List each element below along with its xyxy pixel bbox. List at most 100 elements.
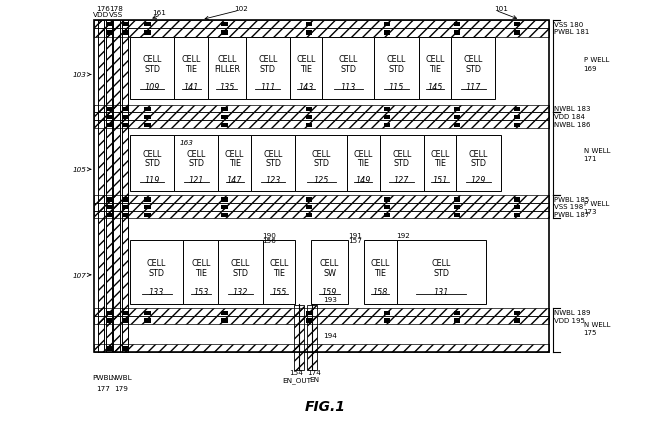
Bar — [454, 213, 460, 218]
Text: STD: STD — [341, 64, 356, 74]
Bar — [294, 305, 304, 370]
Text: 192: 192 — [396, 233, 410, 239]
Text: STD: STD — [434, 268, 449, 277]
Text: 132: 132 — [233, 287, 248, 296]
Text: 159: 159 — [322, 287, 337, 296]
Bar — [384, 311, 390, 315]
Bar — [514, 23, 520, 27]
Text: 115: 115 — [389, 83, 404, 92]
Text: TIE: TIE — [300, 64, 312, 74]
Text: CELL: CELL — [142, 55, 162, 64]
Text: 103: 103 — [73, 72, 86, 78]
Bar — [94, 211, 549, 219]
Text: 131: 131 — [434, 287, 449, 296]
Text: 177: 177 — [96, 385, 110, 391]
Bar — [107, 31, 113, 36]
Bar — [384, 123, 390, 128]
Text: CELL: CELL — [392, 150, 411, 159]
Text: CELL: CELL — [311, 150, 331, 159]
Bar — [306, 108, 312, 112]
Bar — [98, 21, 104, 353]
Bar — [94, 203, 549, 211]
Bar — [306, 31, 312, 36]
Bar — [94, 196, 549, 203]
Bar — [454, 206, 460, 210]
Bar — [122, 319, 129, 323]
Text: VDD 195: VDD 195 — [554, 317, 585, 323]
Bar — [107, 347, 113, 351]
Text: STD: STD — [260, 64, 276, 74]
Bar — [94, 309, 549, 316]
Text: 113: 113 — [341, 83, 356, 92]
Bar — [454, 198, 460, 202]
Text: CELL: CELL — [469, 150, 488, 159]
Bar — [94, 105, 549, 113]
Bar — [306, 311, 312, 315]
Text: STD: STD — [144, 64, 160, 74]
Bar — [208, 38, 246, 100]
Text: CELL: CELL — [296, 55, 316, 64]
Bar — [306, 319, 312, 323]
Bar — [221, 123, 228, 128]
Text: 119: 119 — [144, 176, 160, 184]
Bar — [311, 241, 348, 304]
Bar — [384, 115, 390, 120]
Text: 107: 107 — [73, 272, 86, 278]
Text: NWBL 189: NWBL 189 — [554, 310, 591, 316]
Text: STD: STD — [389, 64, 404, 74]
Text: PWBL: PWBL — [92, 374, 113, 380]
Text: 109: 109 — [144, 83, 160, 92]
Text: TIE: TIE — [195, 268, 207, 277]
Text: N WELL: N WELL — [584, 147, 610, 154]
Text: NWBL 186: NWBL 186 — [554, 121, 591, 127]
Bar — [306, 206, 312, 210]
Bar — [94, 316, 549, 324]
Text: 153: 153 — [193, 287, 209, 296]
Bar — [306, 23, 312, 27]
Text: 135: 135 — [219, 83, 235, 92]
Text: 156: 156 — [263, 238, 276, 244]
Bar — [384, 198, 390, 202]
Bar — [107, 115, 113, 120]
Text: 161: 161 — [152, 10, 166, 16]
Bar — [380, 135, 424, 191]
Text: TIE: TIE — [429, 64, 441, 74]
Bar — [451, 38, 495, 100]
Bar — [107, 123, 113, 128]
Text: 147: 147 — [227, 176, 242, 184]
Bar — [144, 198, 151, 202]
Bar — [122, 213, 129, 218]
Text: 123: 123 — [265, 176, 281, 184]
Bar — [384, 319, 390, 323]
Text: CELL: CELL — [370, 258, 390, 267]
Bar — [396, 241, 486, 304]
Text: CELL: CELL — [147, 258, 166, 267]
Text: 133: 133 — [149, 287, 164, 296]
Text: CELL: CELL — [463, 55, 483, 64]
Bar — [107, 23, 113, 27]
Text: 178: 178 — [109, 6, 123, 12]
Text: 141: 141 — [183, 83, 199, 92]
Bar — [144, 31, 151, 36]
Text: CELL: CELL — [263, 150, 283, 159]
Bar — [107, 206, 113, 210]
Text: VSS 180: VSS 180 — [554, 22, 584, 28]
Bar — [94, 344, 549, 353]
Bar — [122, 21, 128, 353]
Bar — [306, 115, 312, 120]
Bar — [122, 115, 129, 120]
Text: FIG.1: FIG.1 — [305, 399, 345, 413]
Bar — [122, 108, 129, 112]
Bar — [454, 115, 460, 120]
Bar — [514, 319, 520, 323]
Bar — [514, 123, 520, 128]
Bar — [384, 108, 390, 112]
Text: 149: 149 — [356, 176, 371, 184]
Bar — [122, 123, 129, 128]
Bar — [290, 38, 322, 100]
Bar — [347, 135, 380, 191]
Bar — [94, 113, 549, 121]
Text: P WELL: P WELL — [584, 201, 609, 207]
Bar — [144, 123, 151, 128]
Text: 194: 194 — [323, 332, 337, 338]
